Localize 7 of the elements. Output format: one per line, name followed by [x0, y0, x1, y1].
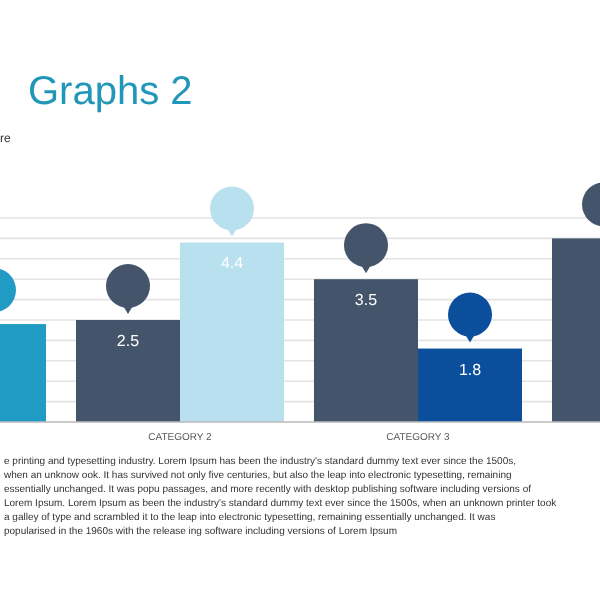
data-label: 4.4 — [220, 254, 245, 273]
data-label: 3.5 — [354, 291, 379, 310]
bar — [75, 320, 180, 422]
data-label: 2.5 — [116, 332, 141, 350]
data-label: 1.8 — [458, 360, 483, 379]
chart-title: Graphs 2 — [28, 70, 193, 114]
bar — [418, 348, 523, 422]
